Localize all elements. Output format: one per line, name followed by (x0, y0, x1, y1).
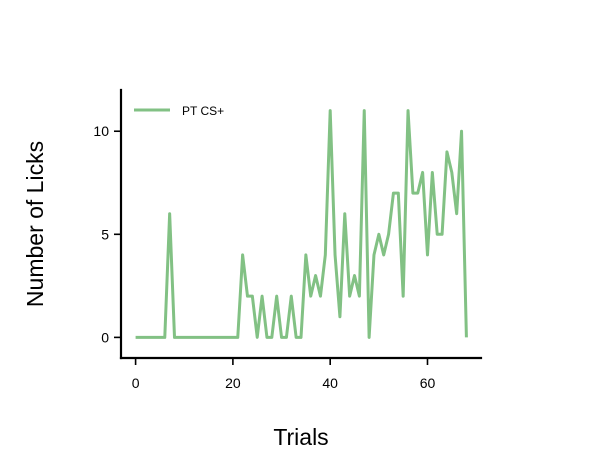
legend: PT CS+ (134, 104, 224, 118)
y-axis-label: Number of Licks (22, 141, 48, 307)
plot-area (135, 109, 468, 339)
x-tick-label: 40 (322, 375, 338, 391)
x-tick-label: 60 (420, 375, 436, 391)
y-tick-label: 10 (93, 123, 109, 139)
legend-label: PT CS+ (182, 104, 224, 118)
x-axis: 0 20 40 60 (119, 356, 483, 391)
x-tick-label: 20 (225, 375, 241, 391)
x-axis-label: Trials (273, 424, 328, 450)
series-line-0 (135, 109, 468, 339)
y-axis: 0 5 10 (93, 88, 123, 360)
y-tick-label: 0 (101, 329, 109, 345)
y-tick-label: 5 (101, 226, 109, 242)
x-tick-label: 0 (132, 375, 140, 391)
